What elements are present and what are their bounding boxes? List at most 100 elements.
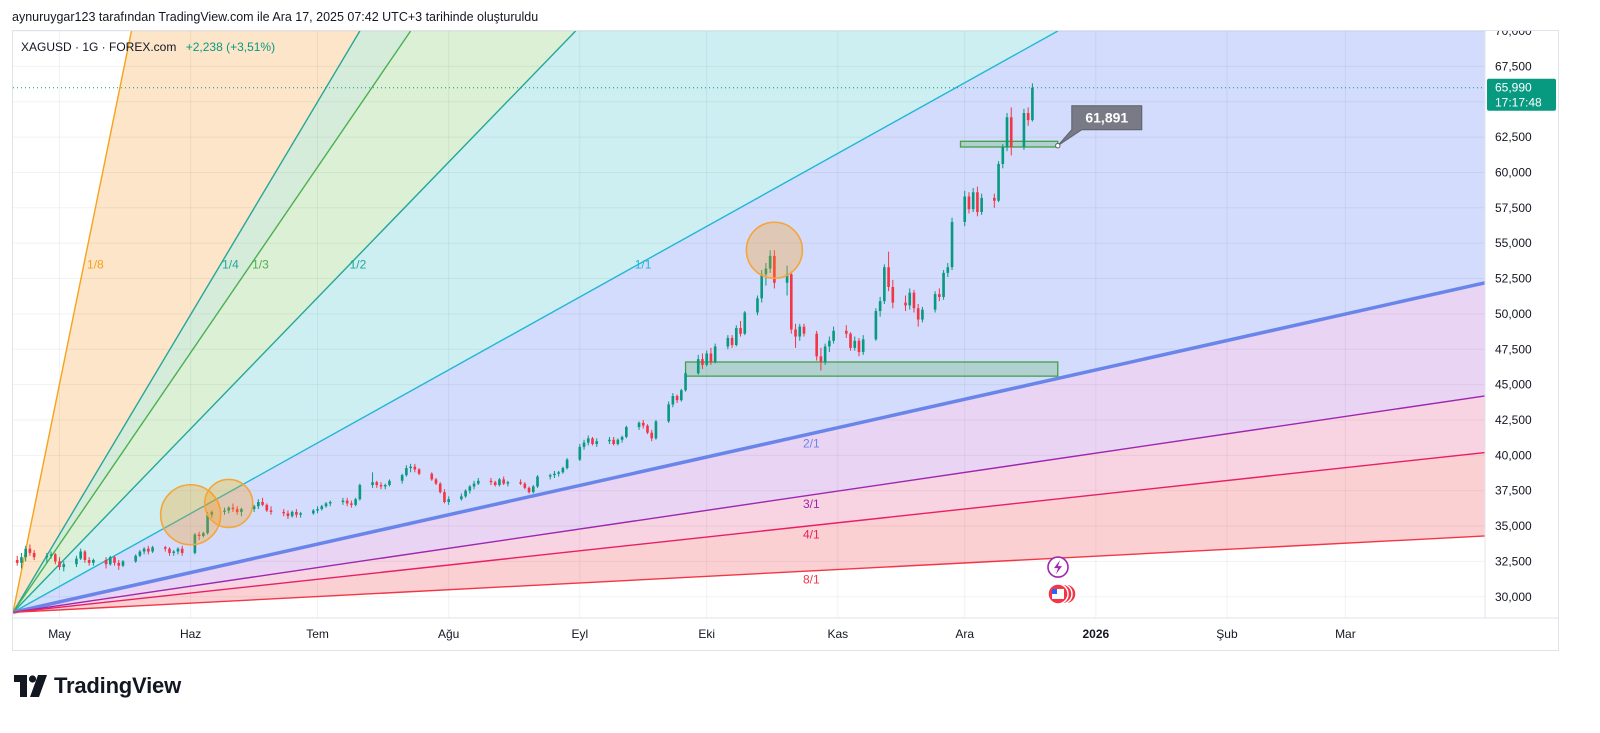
- candle-body: [1031, 87, 1034, 121]
- candle-body: [142, 548, 146, 552]
- fan-line-8-1[interactable]: [13, 535, 1486, 614]
- candle: [20, 552, 23, 569]
- highlight-circle[interactable]: [203, 478, 254, 529]
- fan-line-3-1[interactable]: [13, 395, 1486, 614]
- candle: [345, 497, 349, 507]
- candle: [832, 326, 835, 344]
- candle: [261, 497, 264, 507]
- candle-body: [252, 506, 256, 510]
- candle: [108, 555, 112, 566]
- candle: [383, 483, 387, 490]
- candle: [646, 424, 649, 435]
- fan-line-1-3[interactable]: [13, 31, 412, 613]
- candle-body: [921, 309, 924, 320]
- candle: [730, 335, 734, 348]
- candle: [210, 510, 214, 518]
- candle: [1001, 144, 1005, 169]
- time-tick-label: May: [48, 627, 71, 641]
- candle: [371, 472, 374, 488]
- candle-body: [502, 479, 505, 484]
- candle: [612, 436, 615, 446]
- candle-body: [312, 510, 315, 514]
- fan-label-4-1: 4/1: [803, 528, 820, 542]
- candle: [993, 193, 996, 208]
- gann-fan-lines[interactable]: [13, 31, 1486, 615]
- fan-line-1-2[interactable]: [13, 31, 577, 613]
- candle: [328, 500, 332, 507]
- candle-body: [967, 196, 971, 210]
- fan-line-1-1[interactable]: [13, 31, 1059, 613]
- brand[interactable]: TradingView: [14, 673, 181, 699]
- candle: [950, 217, 954, 271]
- candle: [883, 264, 886, 304]
- candle-body: [138, 551, 142, 556]
- candle: [176, 547, 180, 555]
- candle-body: [476, 480, 480, 484]
- candle-body: [743, 312, 747, 334]
- candle: [963, 190, 967, 227]
- candle: [971, 188, 975, 213]
- candle: [312, 509, 315, 515]
- event-icons[interactable]: [1047, 556, 1077, 605]
- symbol-legend[interactable]: XAGUSD · 1G · FOREX.com +2,238 (+3,51%): [21, 40, 275, 54]
- fan-line-2-1[interactable]: [13, 281, 1486, 615]
- fan-line-1-8[interactable]: [13, 31, 133, 613]
- candle: [696, 354, 700, 375]
- zone-rect[interactable]: [684, 361, 1059, 377]
- candle: [269, 506, 273, 515]
- candle: [967, 192, 971, 214]
- candle: [561, 466, 565, 474]
- candle: [476, 477, 480, 486]
- candle: [887, 251, 890, 292]
- candle: [980, 193, 983, 215]
- last-price-tag[interactable]: [1487, 78, 1556, 111]
- candle: [675, 394, 679, 404]
- candle-body: [878, 301, 882, 312]
- candle-body: [976, 192, 979, 213]
- candle: [104, 557, 108, 569]
- highlight-circles[interactable]: [159, 221, 804, 546]
- candle-body: [79, 551, 82, 559]
- candle: [908, 288, 912, 310]
- candle: [138, 550, 142, 558]
- candle-body: [341, 500, 345, 503]
- candle: [553, 470, 556, 478]
- candle-body: [163, 547, 167, 549]
- candle-body: [58, 561, 61, 568]
- candle: [874, 308, 878, 341]
- candle-body: [261, 502, 264, 505]
- highlight-circle[interactable]: [745, 221, 804, 280]
- candle-body: [756, 298, 759, 313]
- candle-body: [472, 483, 476, 487]
- chart-frame[interactable]: 1/8 1/4 1/3 1/2 1/1 2/1 3/1 4/1 8/1 61,891 70,00…: [12, 30, 1559, 651]
- candle-body: [464, 490, 467, 497]
- candle-body: [794, 329, 797, 337]
- candle-body: [671, 395, 675, 405]
- candle-body: [620, 436, 624, 440]
- candle: [180, 545, 184, 556]
- candle: [32, 550, 36, 561]
- candle-body: [295, 511, 298, 515]
- candle-body: [946, 267, 950, 273]
- time-tick-label: Kas: [827, 627, 848, 641]
- candle: [904, 295, 907, 312]
- price-callout[interactable]: 61,891: [1055, 105, 1143, 149]
- zone-rect[interactable]: [959, 140, 1059, 148]
- price-axis[interactable]: 70,00067,50065,00062,50060,00057,50055,0…: [1484, 31, 1558, 650]
- candle: [938, 288, 941, 302]
- candle: [709, 347, 713, 365]
- candle: [498, 477, 501, 487]
- candle: [265, 503, 269, 512]
- candle: [489, 477, 493, 486]
- candle: [734, 325, 738, 347]
- price-tick-label: 37,500: [1495, 484, 1532, 498]
- fan-line-4-1[interactable]: [13, 451, 1486, 614]
- fan-line-1-4[interactable]: [13, 31, 361, 613]
- price-chart[interactable]: 1/8 1/4 1/3 1/2 1/1 2/1 3/1 4/1 8/1 61,891 70,00…: [13, 31, 1558, 650]
- time-axis[interactable]: May Haz Tem Ağu Eyl Eki Kas Ara 2026 Şub Mar: [13, 617, 1558, 650]
- fan-zone-fill: [13, 31, 1485, 613]
- candle: [916, 303, 920, 327]
- candle: [1031, 83, 1034, 122]
- candle: [565, 458, 569, 470]
- callout-box[interactable]: [1057, 105, 1143, 147]
